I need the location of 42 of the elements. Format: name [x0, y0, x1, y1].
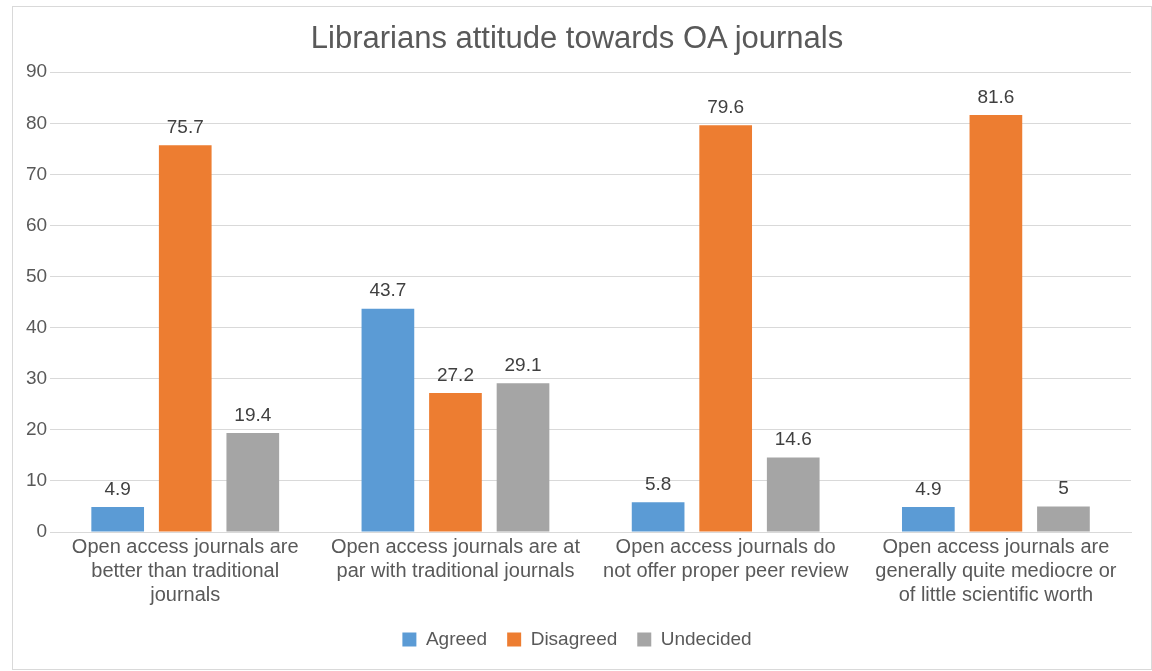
data-label: 14.6	[774, 428, 812, 450]
bar	[631, 502, 685, 532]
x-tick-label: Open access journals are generally quite mediocre or of little scientific worth	[875, 534, 1117, 605]
data-label: 4.9	[915, 477, 942, 499]
bar	[91, 506, 145, 532]
bar	[1037, 506, 1090, 532]
x-tick-label: Open access journals do not offer proper peer review	[603, 534, 849, 581]
data-label: 75.7	[166, 115, 204, 137]
bar	[766, 457, 820, 532]
y-tick-label: 50	[25, 264, 48, 286]
data-label: 19.4	[234, 403, 272, 425]
legend-label: Disagreed	[530, 627, 618, 649]
bar	[496, 383, 550, 532]
y-tick-label: 10	[25, 469, 48, 491]
x-tick-label: Open access journals are better than traditional journals	[71, 534, 299, 605]
y-tick-label: 60	[25, 213, 48, 235]
data-label: 79.6	[707, 96, 745, 118]
x-tick-label: Open access journals are at par with traditional journals	[330, 534, 581, 581]
data-label: 5.8	[644, 473, 672, 495]
y-tick-label: 90	[25, 60, 48, 82]
y-tick-label: 20	[25, 418, 48, 440]
data-label: 4.9	[104, 477, 131, 499]
legend-label: Undecided	[660, 627, 752, 649]
legend-label: Agreed	[425, 627, 488, 649]
bar	[969, 115, 1023, 532]
bar	[361, 308, 415, 532]
data-label: 29.1	[504, 354, 542, 376]
y-tick-label: 80	[25, 111, 48, 133]
bar	[158, 145, 212, 532]
bar	[699, 125, 753, 532]
data-label: 5	[1058, 477, 1069, 499]
y-tick-label: 30	[25, 366, 48, 388]
data-label: 81.6	[977, 85, 1015, 107]
chart-title: Librarians attitude towards OA journals	[310, 20, 844, 56]
y-tick-label: 40	[25, 315, 48, 337]
bar	[226, 432, 280, 532]
data-label: 43.7	[369, 279, 407, 301]
y-tick-label: 0	[36, 520, 48, 542]
y-tick-label: 70	[25, 162, 48, 184]
data-label: 27.2	[436, 363, 474, 385]
bar	[901, 506, 955, 532]
bar	[429, 393, 482, 532]
